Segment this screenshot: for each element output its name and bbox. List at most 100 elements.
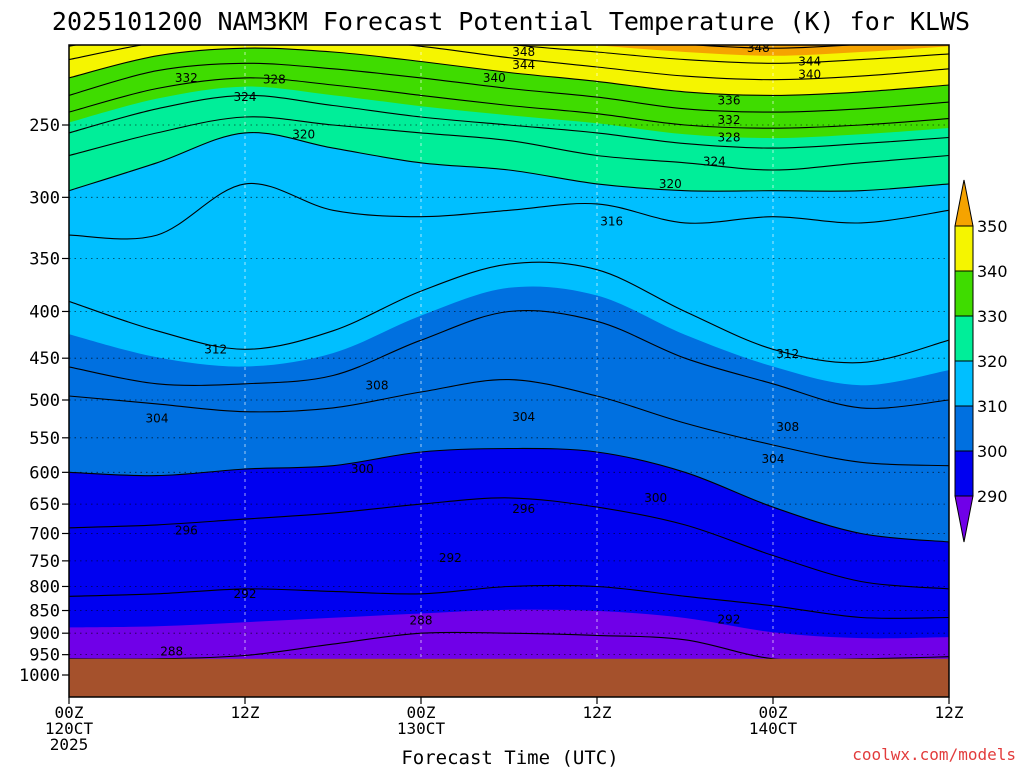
contour-label-text: 348 bbox=[512, 45, 535, 59]
isentrope-320 bbox=[69, 132, 949, 192]
contour-label-text: 344 bbox=[512, 58, 535, 72]
contour-label-304: 304 bbox=[762, 452, 785, 466]
x-tick-label: 2025 bbox=[50, 735, 89, 754]
y-tick-label: 600 bbox=[29, 463, 60, 483]
contour-label-336: 336 bbox=[718, 93, 741, 107]
contour-label-300: 300 bbox=[351, 462, 374, 476]
y-tick-label: 950 bbox=[29, 646, 60, 666]
contour-label-312: 312 bbox=[204, 342, 227, 356]
credit-link[interactable]: coolwx.com/models bbox=[852, 745, 1016, 764]
legend-swatch-340 bbox=[954, 225, 974, 272]
isentrope-300 bbox=[69, 447, 949, 543]
contour-label-332: 332 bbox=[718, 113, 741, 127]
legend-label-320: 320 bbox=[977, 352, 1008, 371]
contour-label-296: 296 bbox=[175, 524, 198, 538]
isentrope-324 bbox=[69, 116, 949, 171]
plot-frame bbox=[68, 44, 950, 698]
contour-label-332: 332 bbox=[175, 71, 198, 85]
x-tick-label: 00Z bbox=[407, 703, 436, 722]
contour-label-text: 340 bbox=[483, 71, 506, 85]
isentrope-344 bbox=[69, 45, 949, 81]
contour-label-324: 324 bbox=[234, 90, 257, 104]
x-tick-label: 12Z bbox=[231, 703, 260, 722]
contour-label-304: 304 bbox=[146, 412, 169, 426]
y-tick-label: 900 bbox=[29, 624, 60, 644]
x-tick-label: 12Z bbox=[935, 703, 964, 722]
isentrope-352 bbox=[687, 45, 859, 49]
x-axis-title: Forecast Time (UTC) bbox=[401, 747, 618, 768]
contour-label-text: 292 bbox=[439, 551, 462, 565]
isentrope-316 bbox=[69, 182, 949, 240]
isentrope-304 bbox=[69, 379, 949, 467]
x-tick-label: 130CT bbox=[397, 719, 446, 738]
ground-surface bbox=[69, 658, 949, 697]
contour-label-text: 328 bbox=[263, 73, 286, 87]
contour-label-288: 288 bbox=[410, 614, 433, 628]
y-tick-label: 800 bbox=[29, 577, 60, 597]
contour-label-340: 340 bbox=[483, 71, 506, 85]
x-tick-label: 12Z bbox=[583, 703, 612, 722]
contour-label-340: 340 bbox=[798, 67, 821, 81]
contour-label-316: 316 bbox=[600, 215, 623, 229]
contour-label-text: 308 bbox=[366, 378, 389, 392]
legend-label-310: 310 bbox=[977, 397, 1008, 416]
contour-label-text: 288 bbox=[410, 614, 433, 628]
contour-label-320: 320 bbox=[659, 177, 682, 191]
contour-label-344: 344 bbox=[219, 45, 242, 47]
contour-label-text: 308 bbox=[776, 420, 799, 434]
contour-label-300: 300 bbox=[644, 491, 667, 505]
contour-label-296: 296 bbox=[512, 502, 535, 516]
y-tick-label: 850 bbox=[29, 602, 60, 622]
contour-label-text: 320 bbox=[292, 127, 315, 141]
y-tick-label: 350 bbox=[29, 249, 60, 269]
isentrope-340 bbox=[69, 47, 949, 96]
contour-label-text: 352 bbox=[498, 33, 521, 47]
legend-label-300: 300 bbox=[977, 442, 1008, 461]
fill-band-above-350 bbox=[594, 45, 949, 56]
y-tick-label: 300 bbox=[29, 188, 60, 208]
isentrope-312 bbox=[69, 261, 949, 364]
contour-label-344: 344 bbox=[798, 54, 821, 68]
y-tick-label: 400 bbox=[29, 302, 60, 322]
contour-label-352: 352 bbox=[498, 33, 521, 47]
y-tick-label: 650 bbox=[29, 495, 60, 515]
contour-label-344: 344 bbox=[512, 58, 535, 72]
contour-label-328: 328 bbox=[718, 130, 741, 144]
contour-label-308: 308 bbox=[776, 420, 799, 434]
legend-label-340: 340 bbox=[977, 262, 1008, 281]
y-tick-label: 250 bbox=[29, 116, 60, 136]
contour-label-text: 324 bbox=[703, 154, 726, 168]
contour-label-text: 332 bbox=[718, 113, 741, 127]
contour-label-312: 312 bbox=[776, 347, 799, 361]
legend-swatch-330 bbox=[954, 270, 974, 317]
contour-label-text: 316 bbox=[600, 215, 623, 229]
contour-label-text: 296 bbox=[512, 502, 535, 516]
x-tick-label: 140CT bbox=[749, 719, 798, 738]
contour-label-328: 328 bbox=[263, 73, 286, 87]
isentrope-328 bbox=[69, 94, 949, 149]
contour-label-324: 324 bbox=[703, 154, 726, 168]
legend-label-330: 330 bbox=[977, 307, 1008, 326]
contour-label-text: 340 bbox=[798, 67, 821, 81]
legend-swatch-320 bbox=[954, 315, 974, 362]
contour-label-text: 328 bbox=[718, 130, 741, 144]
chart-title: 2025101200 NAM3KM Forecast Potential Tem… bbox=[52, 7, 970, 36]
isentrope-336 bbox=[69, 62, 949, 113]
y-tick-label: 450 bbox=[29, 349, 60, 369]
contour-label-348: 348 bbox=[512, 45, 535, 59]
isentrope-348 bbox=[69, 45, 949, 64]
isentrope-lines bbox=[69, 45, 949, 661]
contour-label-text: 312 bbox=[776, 347, 799, 361]
legend-swatch-300 bbox=[954, 405, 974, 452]
legend-swatch-310 bbox=[954, 360, 974, 407]
contour-label-text: 320 bbox=[659, 177, 682, 191]
contour-label-text: 304 bbox=[762, 452, 785, 466]
ground-surface-band bbox=[69, 658, 949, 697]
y-tick-label: 750 bbox=[29, 552, 60, 572]
contour-label-288: 288 bbox=[160, 645, 183, 659]
contour-label-text: 304 bbox=[512, 410, 535, 424]
contour-label-text: 288 bbox=[160, 645, 183, 659]
y-axis: 2503003504004505005506006507007508008509… bbox=[19, 116, 69, 686]
